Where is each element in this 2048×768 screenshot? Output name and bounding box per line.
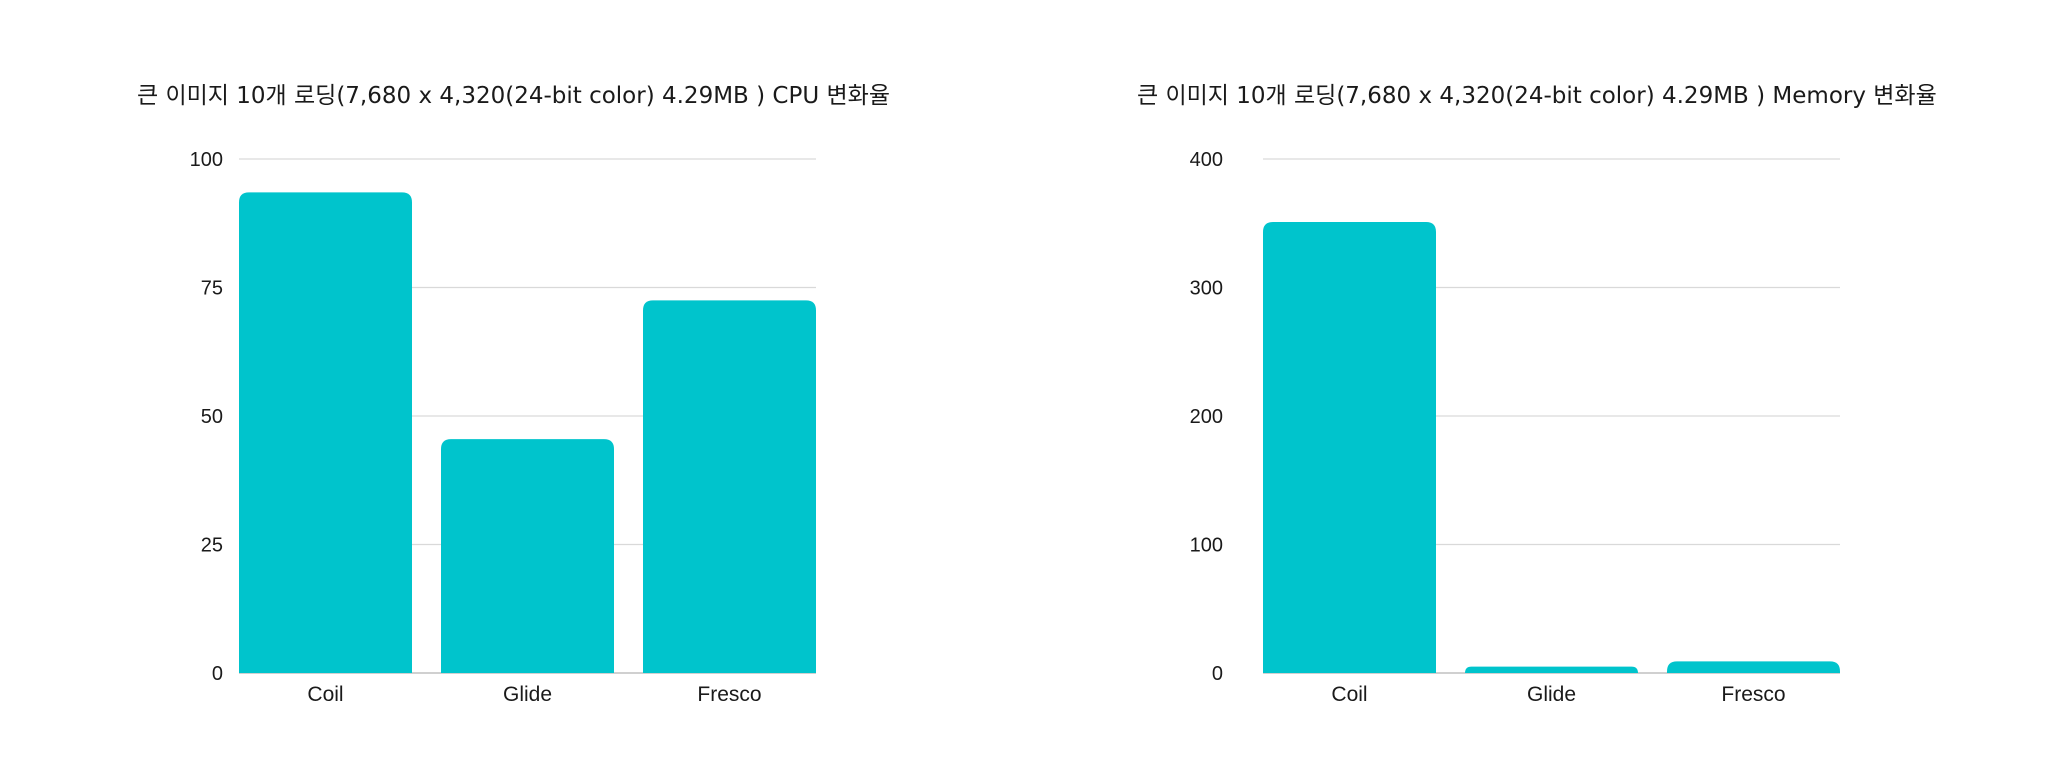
bar-coil [1263,221,1436,673]
x-tick-label: Fresco [697,683,761,706]
y-tick-label: 100 [1190,535,1223,557]
x-tick-label: Coil [307,683,343,706]
bar-fresco [1667,661,1840,673]
x-tick-label: Fresco [1721,683,1785,706]
chart-title: 큰 이미지 10개 로딩(7,680 x 4,320(24-bit color)… [137,83,890,109]
memory-chart-plot: 0 100 200 300 400 Coil Glide Fresco [1190,149,1840,706]
bar-fresco [643,300,816,673]
cpu-chart-plot: 0 25 50 75 100 Coil Glide Fresco [190,149,816,706]
cpu-chart: 큰 이미지 10개 로딩(7,680 x 4,320(24-bit color)… [137,83,890,706]
bar-glide [1465,666,1638,673]
y-tick-label: 25 [201,535,223,557]
y-tick-label: 50 [201,406,223,428]
y-tick-label: 300 [1190,278,1223,300]
memory-chart: 큰 이미지 10개 로딩(7,680 x 4,320(24-bit color)… [1024,0,2048,768]
x-tick-label: Glide [503,683,552,706]
y-tick-label: 400 [1190,149,1223,171]
y-tick-label: 0 [212,663,223,685]
x-tick-label: Glide [1527,683,1576,706]
chart-title: 큰 이미지 10개 로딩(7,680 x 4,320(24-bit color)… [1137,83,1937,109]
y-tick-label: 0 [1212,663,1223,685]
y-tick-label: 100 [190,149,223,171]
bar-glide [441,439,614,673]
x-tick-label: Coil [1331,683,1367,706]
bar-coil [239,192,412,673]
y-tick-label: 75 [201,278,223,300]
y-tick-label: 200 [1190,406,1223,428]
